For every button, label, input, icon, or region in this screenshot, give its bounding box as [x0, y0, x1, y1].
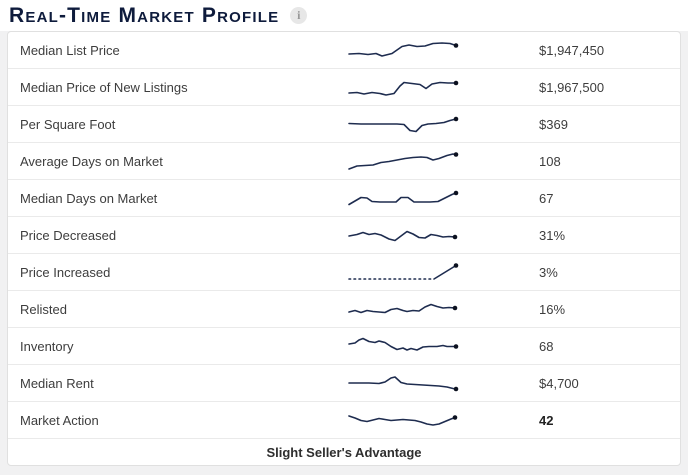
sparkline-chart — [348, 230, 458, 242]
sparkline-chart — [348, 190, 459, 206]
sparkline-endpoint-dot — [453, 263, 459, 268]
row-sparkline — [334, 407, 539, 433]
sparkline-chart — [348, 42, 459, 57]
table-row: Median Price of New Listings $1,967,500 — [8, 69, 680, 106]
sparkline-chart — [348, 152, 459, 170]
table-row: Price Increased 3% — [8, 254, 680, 291]
row-sparkline — [334, 111, 539, 137]
sparkline-chart — [348, 303, 458, 314]
sparkline-chart — [348, 116, 459, 133]
row-sparkline — [334, 148, 539, 174]
row-label: Price Increased — [20, 264, 111, 280]
row-label: Inventory — [20, 338, 74, 354]
table-row: Relisted 16% — [8, 291, 680, 328]
row-sparkline — [334, 37, 539, 63]
row-label: Median List Price — [20, 42, 120, 58]
row-value: $1,967,500 — [539, 79, 605, 95]
widget-header: Real-Time Market Profile i — [0, 0, 688, 31]
sparkline-endpoint-dot — [453, 190, 459, 196]
row-sparkline — [334, 370, 539, 396]
row-label: Median Days on Market — [20, 190, 158, 206]
row-value: $4,700 — [539, 375, 579, 391]
page-title: Real-Time Market Profile — [9, 4, 280, 27]
row-label: Median Rent — [20, 375, 94, 391]
sparkline-endpoint-dot — [453, 116, 459, 122]
sparkline-chart — [348, 263, 459, 280]
sparkline-endpoint-dot — [452, 415, 458, 420]
row-sparkline — [334, 222, 539, 248]
sparkline-chart — [348, 80, 459, 96]
table-row: Median Days on Market 67 — [8, 180, 680, 217]
row-label: Per Square Foot — [20, 116, 116, 132]
sparkline-endpoint-dot — [453, 344, 459, 349]
sparkline-endpoint-dot — [452, 305, 458, 311]
row-value: 108 — [539, 153, 561, 169]
table-row: Average Days on Market 108 — [8, 143, 680, 180]
row-value: 42 — [539, 412, 554, 428]
row-label: Price Decreased — [20, 227, 117, 243]
row-label: Market Action — [20, 412, 99, 428]
row-value: 68 — [539, 338, 554, 354]
table-row: Market Action 42 — [8, 402, 680, 439]
row-label: Average Days on Market — [20, 153, 163, 169]
row-value: $1,947,450 — [539, 42, 605, 58]
sparkline-endpoint-dot — [453, 80, 459, 86]
table-row: Price Decreased 31% — [8, 217, 680, 254]
row-value: 67 — [539, 190, 554, 206]
row-label: Median Price of New Listings — [20, 79, 188, 95]
row-value: 3% — [539, 264, 558, 280]
sparkline-chart — [348, 337, 459, 351]
sparkline-endpoint-dot — [453, 152, 459, 157]
sparkline-endpoint-dot — [453, 43, 459, 48]
sparkline-endpoint-dot — [453, 386, 459, 392]
table-row: Median List Price $1,947,450 — [8, 32, 680, 69]
market-profile-table: Median List Price $1,947,450 Median Price … — [7, 31, 681, 466]
row-sparkline — [334, 259, 539, 285]
row-sparkline — [334, 185, 539, 211]
row-sparkline — [334, 333, 539, 359]
market-advantage-note: Slight Seller's Advantage — [266, 444, 422, 460]
table-row: Inventory 68 — [8, 328, 680, 365]
row-value: 31% — [539, 227, 566, 243]
sparkline-endpoint-dot — [452, 234, 458, 240]
row-sparkline — [334, 296, 539, 322]
row-value: 16% — [539, 301, 566, 317]
sparkline-chart — [348, 415, 458, 426]
row-value: $369 — [539, 116, 568, 132]
info-icon[interactable]: i — [290, 7, 308, 24]
table-row: Median Rent $4,700 — [8, 365, 680, 402]
table-rows: Median List Price $1,947,450 Median Price … — [8, 32, 680, 439]
sparkline-chart — [348, 376, 459, 392]
table-row: Per Square Foot $369 — [8, 106, 680, 143]
row-sparkline — [334, 74, 539, 100]
row-label: Relisted — [20, 301, 67, 317]
